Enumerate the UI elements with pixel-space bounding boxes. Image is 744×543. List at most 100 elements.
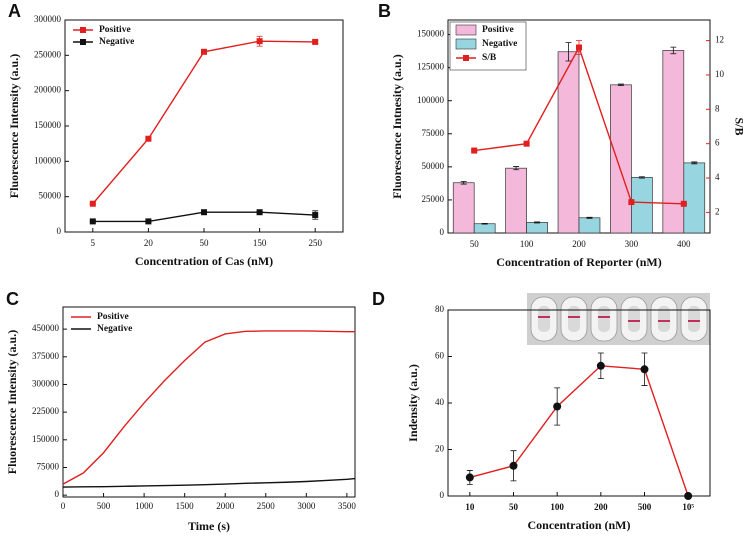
point (312, 38, 319, 45)
bar (452, 182, 475, 234)
y-axis-label: Fluorescence Intensity (a.u.) (7, 54, 21, 198)
x-tick-label: 1500 (176, 501, 195, 511)
error-bar (481, 222, 488, 225)
error-bar (565, 42, 572, 62)
y-tick-label: 50000 (422, 161, 445, 171)
point (471, 147, 478, 154)
error-bar (691, 161, 698, 165)
point (465, 473, 474, 482)
point (553, 402, 562, 411)
y-tick-label: 25000 (422, 194, 445, 204)
strip-photo (527, 293, 710, 345)
y-tick-label: 0 (57, 226, 62, 236)
point (576, 44, 582, 51)
y-tick-label: 450000 (32, 323, 60, 333)
y2-tick-label: 6 (715, 138, 720, 148)
y-tick-label: 0 (55, 489, 60, 499)
x-axis-label: Concentration of Reporter (nM) (496, 255, 661, 269)
point (256, 209, 263, 216)
y2-axis-label: S/B (732, 117, 744, 135)
x-tick-label: 2500 (257, 501, 276, 511)
y2-tick-label: 10 (715, 69, 725, 79)
point (145, 218, 152, 225)
x-tick-label: 3500 (338, 501, 357, 511)
legend-label: Negative (97, 324, 132, 334)
point (312, 212, 319, 219)
x-tick-label: 100 (550, 502, 564, 512)
error-bar (460, 181, 467, 185)
series-line (62, 477, 356, 488)
legend-marker (80, 27, 86, 33)
x-tick-label: 400 (677, 239, 691, 249)
bar (505, 167, 527, 234)
y-tick-label: 100000 (34, 155, 62, 165)
error-bar (534, 221, 541, 224)
x-tick-label: 250 (308, 238, 322, 248)
point (201, 209, 207, 216)
error-bar (586, 216, 593, 219)
legend-marker (463, 55, 469, 61)
y-tick-label: 225000 (32, 406, 60, 416)
x-tick-label: 0 (61, 501, 66, 511)
bar (578, 217, 601, 234)
y-tick-label: 250000 (34, 49, 62, 59)
point (628, 199, 635, 206)
x-tick-label: 50 (509, 502, 519, 512)
bar (610, 84, 632, 234)
point (145, 135, 152, 142)
x-tick-label: 10 (465, 502, 475, 512)
point (596, 361, 605, 370)
plot-frame (62, 306, 356, 498)
point (89, 200, 96, 207)
point (523, 140, 530, 147)
error-bar (638, 176, 645, 179)
y-tick-label: 150000 (417, 29, 445, 39)
bar (473, 223, 496, 234)
legend-marker (80, 39, 86, 45)
y-tick-label: 0 (440, 490, 445, 500)
x-tick-label: 10⁵ (682, 502, 694, 512)
series-line (469, 365, 689, 497)
panel-letter: B (378, 1, 391, 21)
bar (683, 162, 706, 234)
series-line (92, 40, 316, 205)
y-tick-label: 75000 (37, 462, 60, 472)
x-axis-label: Concentration (nM) (528, 518, 631, 532)
y-tick-label: 20 (435, 444, 445, 454)
point (509, 461, 518, 470)
y-axis-label: Indensity (a.u.) (406, 364, 420, 442)
legend-label: Positive (482, 25, 514, 35)
panel-letter: C (6, 289, 19, 309)
x-tick-label: 150 (253, 238, 267, 248)
legend-label: Positive (97, 312, 129, 322)
y-tick-label: 0 (440, 227, 445, 237)
x-tick-label: 20 (144, 238, 154, 248)
x-axis-label: Time (s) (188, 519, 230, 533)
y-tick-label: 60 (435, 351, 445, 361)
bar (526, 222, 548, 234)
y-tick-label: 150000 (32, 434, 60, 444)
x-tick-label: 1000 (135, 501, 154, 511)
error-bar (513, 166, 520, 171)
point (684, 492, 693, 500)
x-tick-label: 500 (97, 501, 111, 511)
x-tick-label: 50 (200, 238, 210, 248)
y-axis-label: Fluorescence Intnesity (a.u.) (390, 54, 404, 198)
point (680, 200, 687, 207)
x-tick-label: 2000 (216, 501, 235, 511)
x-tick-label: 5 (91, 238, 96, 248)
legend-label: Positive (99, 25, 131, 35)
legend-label: S/B (482, 53, 497, 63)
bar (631, 177, 653, 234)
point (640, 365, 649, 374)
x-tick-label: 200 (572, 239, 586, 249)
x-tick-label: 200 (594, 502, 608, 512)
bar (662, 50, 685, 234)
point (89, 218, 96, 225)
x-axis-label: Concentration of Cas (nM) (135, 254, 273, 268)
panel-letter: A (8, 1, 21, 21)
x-tick-label: 50 (470, 239, 480, 249)
point (256, 38, 263, 45)
y2-tick-label: 4 (715, 172, 720, 182)
